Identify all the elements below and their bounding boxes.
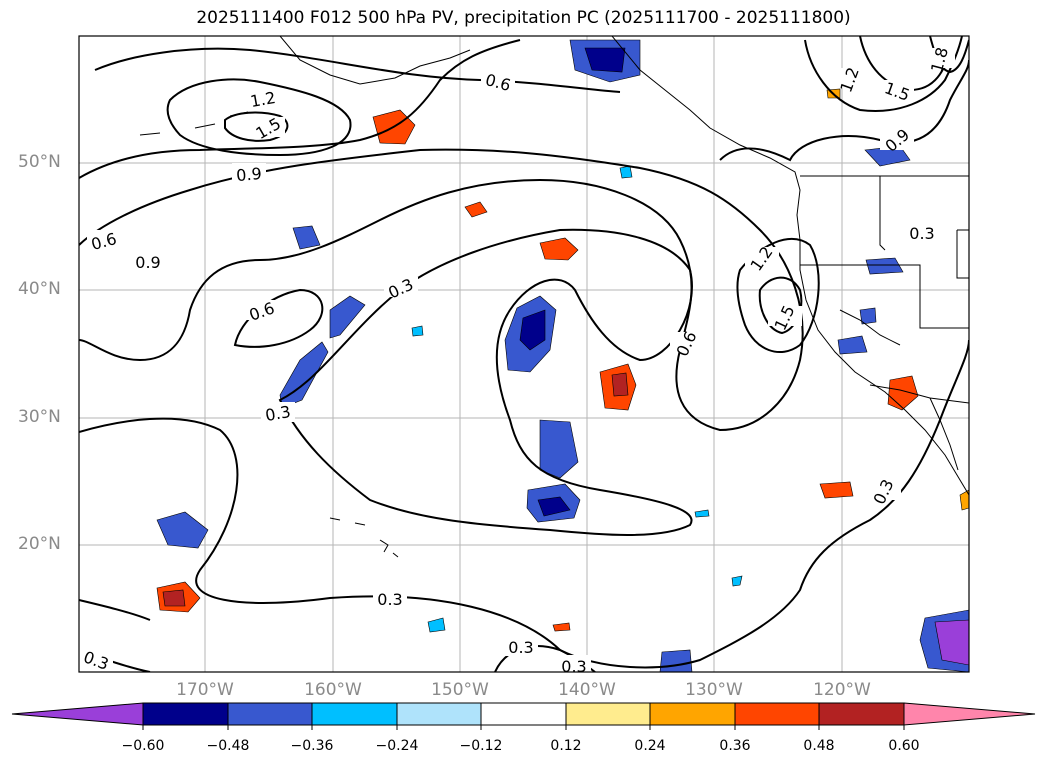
colorbar-tick-label: 0.60 [888, 738, 920, 754]
contour-label: 1.2 [249, 88, 277, 111]
contour-1.2-east [736, 238, 820, 354]
colorbar-tick-label: −0.60 [121, 738, 165, 754]
contour-0.6-big [79, 148, 804, 432]
contour-0.6-north [94, 47, 621, 93]
colorbar-tick-label: 0.48 [803, 738, 835, 754]
lat-label: 50°N [18, 152, 61, 172]
lon-label: 120°W [813, 680, 871, 700]
contour-1.5-loop [224, 111, 289, 142]
lon-label: 170°W [176, 680, 234, 700]
contour-1.2-loop [166, 78, 352, 157]
colorbar-tick-label: −0.48 [206, 738, 250, 754]
contour-label: 0.3 [909, 224, 934, 243]
contour-0.3-inner [278, 228, 693, 536]
lat-label: 20°N [18, 534, 61, 554]
colorbar-bin [480, 702, 567, 726]
colorbar-bin [565, 702, 651, 726]
colorbar-tick-label: 0.12 [550, 738, 582, 754]
colorbar-bin [142, 702, 229, 726]
colorbar-tick-label: 0.36 [719, 738, 751, 754]
precip-anomaly-patches [156, 39, 969, 672]
contour-label: 0.3 [508, 638, 533, 657]
colorbar-tick-label: 0.24 [634, 738, 666, 754]
colorbar-bin [311, 702, 398, 726]
colorbar-bin [734, 702, 820, 726]
contour-label: 0.9 [135, 253, 160, 272]
lat-label: 30°N [18, 407, 61, 427]
colorbar-bin [649, 702, 736, 726]
map-title: 2025111400 F012 500 hPa PV, precipitatio… [196, 8, 851, 28]
colorbar-bin [227, 702, 313, 726]
colorbar-extend-low [11, 702, 144, 726]
colorbar-extend-high [903, 702, 1036, 726]
gridlines [79, 36, 969, 672]
coastlines [139, 36, 969, 558]
lon-label: 140°W [558, 680, 616, 700]
contour-0.3-main [79, 339, 969, 669]
pv-contours [79, 36, 969, 672]
contour-0.6-sw2 [79, 599, 151, 621]
contour-label: 0.3 [377, 590, 402, 609]
contour-label: 0.3 [561, 657, 586, 676]
map-frame [78, 35, 970, 673]
lon-label: 160°W [304, 680, 362, 700]
lon-label: 150°W [431, 680, 489, 700]
lat-label: 40°N [18, 279, 61, 299]
colorbar-tick-label: −0.24 [375, 738, 419, 754]
colorbar-bin [396, 702, 482, 726]
contour-label: 0.9 [235, 164, 262, 185]
colorbar-tick-label: −0.12 [459, 738, 503, 754]
contour-label: 0.3 [264, 402, 292, 425]
neg-patch-west [156, 511, 209, 549]
lon-label: 130°W [685, 680, 743, 700]
contour-0.9-west [79, 39, 521, 179]
colorbar-tick-label: −0.36 [290, 738, 334, 754]
contour-0.9-east [719, 59, 969, 162]
colorbar-bin [818, 702, 905, 726]
colorbar [11, 702, 1036, 726]
